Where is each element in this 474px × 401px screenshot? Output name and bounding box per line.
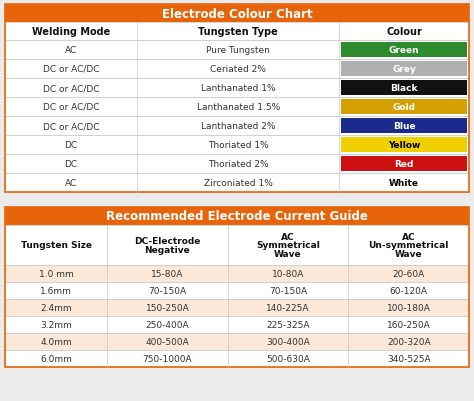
Text: Thoriated 2%: Thoriated 2% xyxy=(208,160,268,168)
Text: 300-400A: 300-400A xyxy=(266,337,310,346)
Text: 250-400A: 250-400A xyxy=(146,320,189,329)
Text: Tungsten Type: Tungsten Type xyxy=(198,27,278,37)
Bar xyxy=(5,23,469,41)
Text: Wave: Wave xyxy=(274,249,302,258)
Text: 500-630A: 500-630A xyxy=(266,354,310,363)
Bar xyxy=(341,81,467,96)
Text: 60-120A: 60-120A xyxy=(390,286,428,295)
Text: AC: AC xyxy=(65,178,77,188)
Bar xyxy=(5,117,469,136)
Text: 70-150A: 70-150A xyxy=(148,286,186,295)
Text: Electrode Colour Chart: Electrode Colour Chart xyxy=(162,8,312,20)
Bar xyxy=(5,136,469,155)
Bar xyxy=(341,176,467,190)
Bar xyxy=(5,333,469,350)
Text: DC or AC/DC: DC or AC/DC xyxy=(43,122,100,131)
Text: Wave: Wave xyxy=(395,249,422,258)
Text: Gold: Gold xyxy=(392,103,416,112)
Text: Green: Green xyxy=(389,46,419,55)
Bar xyxy=(5,282,469,299)
Bar xyxy=(341,138,467,153)
Bar xyxy=(5,207,469,225)
Text: 340-525A: 340-525A xyxy=(387,354,430,363)
Text: Thoriated 1%: Thoriated 1% xyxy=(208,141,269,150)
Bar xyxy=(5,5,469,192)
Text: 100-180A: 100-180A xyxy=(387,303,430,312)
Text: 150-250A: 150-250A xyxy=(146,303,189,312)
Text: 6.0mm: 6.0mm xyxy=(40,354,72,363)
Text: Lanthanated 2%: Lanthanated 2% xyxy=(201,122,275,131)
Bar xyxy=(5,79,469,98)
Text: DC-Electrode: DC-Electrode xyxy=(134,237,201,246)
Bar xyxy=(341,157,467,172)
Text: 1.6mm: 1.6mm xyxy=(40,286,72,295)
Text: 1.0 mm: 1.0 mm xyxy=(39,269,73,278)
Text: Grey: Grey xyxy=(392,65,416,74)
Bar xyxy=(5,299,469,316)
Text: 2.4mm: 2.4mm xyxy=(40,303,72,312)
Text: DC or AC/DC: DC or AC/DC xyxy=(43,65,100,74)
Bar xyxy=(5,155,469,174)
Text: 160-250A: 160-250A xyxy=(387,320,430,329)
Bar xyxy=(341,43,467,58)
Text: Welding Mode: Welding Mode xyxy=(32,27,110,37)
Text: Tungsten Size: Tungsten Size xyxy=(20,241,91,250)
Text: 4.0mm: 4.0mm xyxy=(40,337,72,346)
Text: Pure Tungsten: Pure Tungsten xyxy=(206,46,270,55)
Bar xyxy=(5,316,469,333)
Bar xyxy=(5,5,469,23)
Bar xyxy=(341,119,467,134)
Text: 70-150A: 70-150A xyxy=(269,286,307,295)
Text: AC: AC xyxy=(402,233,416,241)
Text: AC: AC xyxy=(281,233,295,241)
Bar xyxy=(5,98,469,117)
Text: 3.2mm: 3.2mm xyxy=(40,320,72,329)
Text: Blue: Blue xyxy=(393,122,415,131)
Text: DC: DC xyxy=(64,141,78,150)
Text: Ceriated 2%: Ceriated 2% xyxy=(210,65,266,74)
Text: 140-225A: 140-225A xyxy=(266,303,310,312)
Bar xyxy=(341,62,467,77)
Text: DC or AC/DC: DC or AC/DC xyxy=(43,84,100,93)
Text: DC or AC/DC: DC or AC/DC xyxy=(43,103,100,112)
Text: Lanthanated 1.5%: Lanthanated 1.5% xyxy=(197,103,280,112)
Text: White: White xyxy=(389,178,419,188)
Text: 10-80A: 10-80A xyxy=(272,269,304,278)
Text: Recommended Electrode Current Guide: Recommended Electrode Current Guide xyxy=(106,210,368,223)
Text: 200-320A: 200-320A xyxy=(387,337,430,346)
Bar xyxy=(341,100,467,115)
Text: 20-60A: 20-60A xyxy=(392,269,425,278)
Text: Colour: Colour xyxy=(386,27,422,37)
Bar xyxy=(5,207,469,367)
Text: 750-1000A: 750-1000A xyxy=(143,354,192,363)
Bar xyxy=(5,60,469,79)
Bar xyxy=(5,265,469,282)
Text: AC: AC xyxy=(65,46,77,55)
Text: Yellow: Yellow xyxy=(388,141,420,150)
Text: DC: DC xyxy=(64,160,78,168)
Text: Negative: Negative xyxy=(145,245,190,254)
Text: 225-325A: 225-325A xyxy=(266,320,310,329)
Text: Lanthanated 1%: Lanthanated 1% xyxy=(201,84,275,93)
Bar xyxy=(5,225,469,265)
Text: Red: Red xyxy=(394,160,414,168)
Text: Black: Black xyxy=(390,84,418,93)
Bar xyxy=(5,350,469,367)
Bar xyxy=(5,41,469,60)
Text: Zirconiated 1%: Zirconiated 1% xyxy=(204,178,273,188)
Text: 400-500A: 400-500A xyxy=(146,337,189,346)
Text: Symmetrical: Symmetrical xyxy=(256,241,320,250)
Text: Un-symmetrical: Un-symmetrical xyxy=(368,241,449,250)
Bar xyxy=(5,174,469,192)
Text: 15-80A: 15-80A xyxy=(151,269,183,278)
